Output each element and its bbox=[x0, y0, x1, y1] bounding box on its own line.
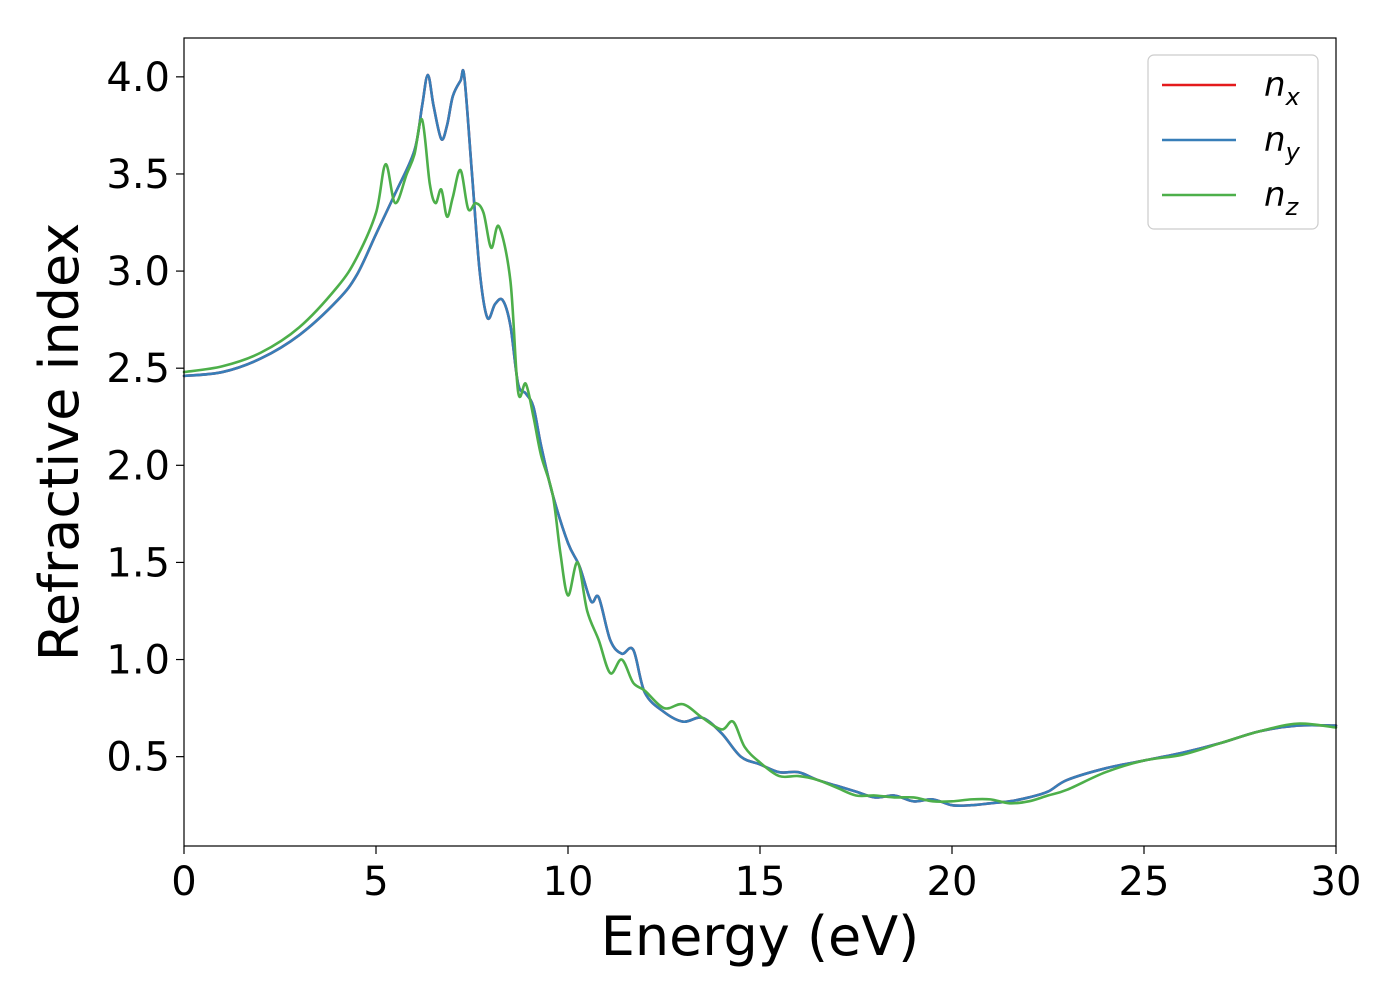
x-tick-label: 20 bbox=[927, 859, 978, 905]
series-line-nz bbox=[182, 118, 1338, 805]
x-axis-ticks: 0 5 10 15 20 25 30 bbox=[171, 846, 1361, 905]
y-tick-label: 4.0 bbox=[106, 55, 170, 101]
legend-label-symbol: n bbox=[1264, 120, 1286, 160]
y-tick-label: 2.5 bbox=[106, 346, 170, 392]
y-tick-label: 2.0 bbox=[106, 443, 170, 489]
y-tick-label: 3.0 bbox=[106, 249, 170, 295]
legend-label-symbol: n bbox=[1264, 65, 1286, 105]
y-tick-label: 1.0 bbox=[106, 638, 170, 684]
legend-label-subscript: y bbox=[1285, 138, 1301, 166]
y-tick-label: 3.5 bbox=[106, 152, 170, 198]
y-axis-ticks: 0.5 1.0 1.5 2.0 2.5 3.0 3.5 4.0 bbox=[106, 55, 184, 781]
y-tick-label: 0.5 bbox=[106, 735, 170, 781]
x-tick-label: 30 bbox=[1311, 859, 1362, 905]
plot-area bbox=[182, 37, 1338, 847]
x-tick-label: 0 bbox=[171, 859, 196, 905]
x-tick-label: 15 bbox=[735, 859, 786, 905]
series-line-ny bbox=[182, 69, 1338, 808]
legend-label-nz: nz bbox=[1264, 175, 1300, 221]
y-axis-title: Refractive index bbox=[28, 223, 91, 662]
legend-label-subscript: x bbox=[1285, 83, 1301, 111]
x-tick-label: 10 bbox=[543, 859, 594, 905]
legend-label-symbol: n bbox=[1264, 175, 1286, 215]
x-axis-title: Energy (eV) bbox=[601, 905, 920, 968]
series-layer bbox=[182, 69, 1338, 808]
legend-label-nx: nx bbox=[1264, 65, 1301, 111]
x-tick-label: 25 bbox=[1119, 859, 1170, 905]
legend-box bbox=[1147, 54, 1319, 230]
y-tick-label: 1.5 bbox=[106, 540, 170, 586]
legend-label-subscript: z bbox=[1285, 193, 1300, 221]
x-tick-label: 5 bbox=[363, 859, 388, 905]
legend-label-ny: ny bbox=[1264, 120, 1301, 166]
